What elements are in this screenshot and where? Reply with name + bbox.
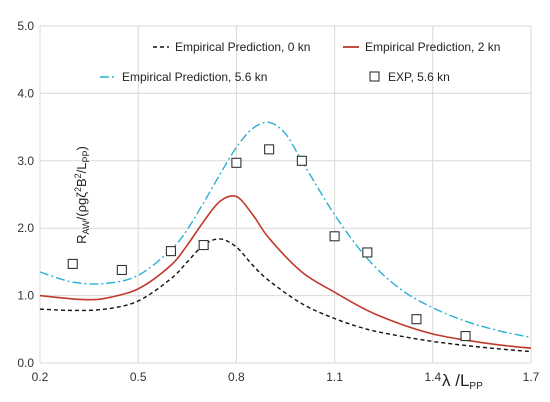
exp-marker — [329, 231, 340, 242]
exp-marker — [231, 157, 242, 168]
y-tick-label: 0.0 — [17, 356, 34, 370]
y-axis-label: RAW/(ρgζ2B2/LPP) — [73, 146, 91, 244]
legend-label: Empirical Prediction, 2 kn — [365, 40, 500, 54]
y-tick-label: 2.0 — [17, 221, 34, 235]
x-tick-label: 0.5 — [130, 370, 147, 384]
exp-marker — [67, 258, 78, 269]
legend-label: Empirical Prediction, 5.6 kn — [122, 70, 267, 84]
exp-marker — [198, 240, 209, 251]
exp-marker — [264, 144, 275, 155]
legend-marker-3 — [369, 71, 380, 82]
grid — [39, 25, 532, 364]
series-line-2 — [39, 121, 532, 339]
y-tick-label: 3.0 — [17, 154, 34, 168]
legend-label: EXP, 5.6 kn — [388, 70, 450, 84]
legend-label: Empirical Prediction, 0 kn — [175, 40, 310, 54]
x-axis-label: λ /LPP — [442, 371, 483, 392]
y-tick-label: 4.0 — [17, 86, 34, 100]
x-tick-label: 1.7 — [523, 370, 540, 384]
x-tick-label: 0.8 — [228, 370, 245, 384]
x-tick-label: 1.4 — [424, 370, 441, 384]
legend: Empirical Prediction, 0 kn Empirical Pred… — [100, 40, 500, 84]
series-line-1 — [39, 194, 532, 349]
y-tick-label: 5.0 — [17, 19, 34, 33]
exp-marker — [296, 155, 307, 166]
tick-labels: 0.2 0.5 0.8 1.1 1.4 1.7 0.0 1.0 2.0 3.0 4.0 5.0 — [17, 19, 539, 384]
x-tick-label: 1.1 — [326, 370, 343, 384]
x-tick-label: 0.2 — [32, 370, 49, 384]
series-line-0 — [39, 238, 532, 353]
series-layer — [39, 121, 532, 353]
exp-marker — [165, 246, 176, 257]
exp-marker — [116, 264, 127, 276]
y-tick-label: 1.0 — [17, 289, 34, 303]
exp-marker — [460, 330, 471, 342]
exp-marker — [411, 314, 422, 325]
exp-marker — [362, 247, 373, 258]
